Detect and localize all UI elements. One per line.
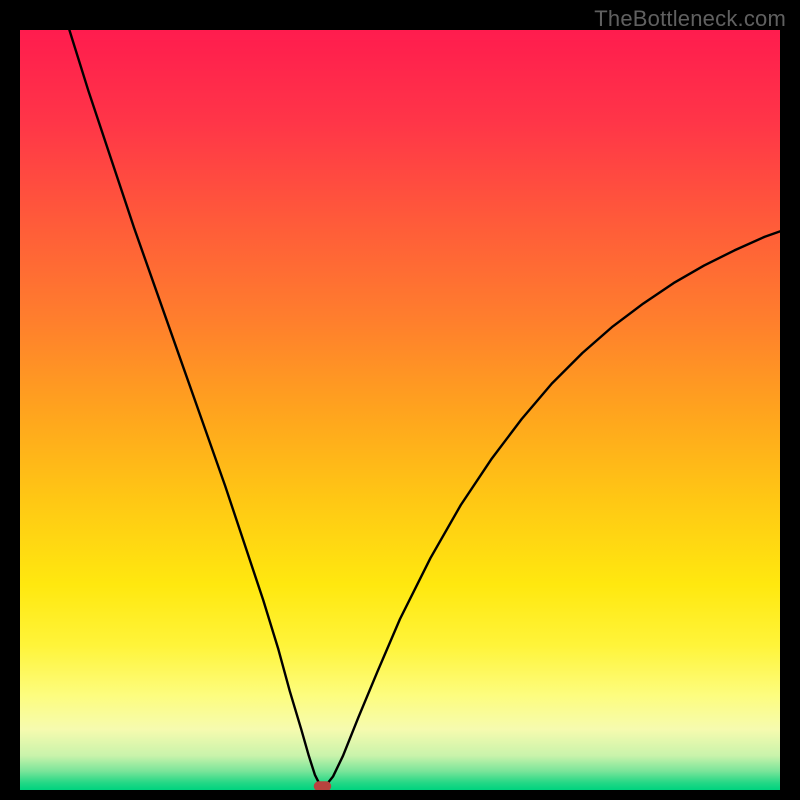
optimal-point-marker	[314, 781, 331, 790]
chart-background	[20, 30, 780, 790]
bottleneck-chart	[20, 30, 780, 790]
watermark-text: TheBottleneck.com	[594, 6, 786, 32]
outer-frame: TheBottleneck.com	[0, 0, 800, 800]
